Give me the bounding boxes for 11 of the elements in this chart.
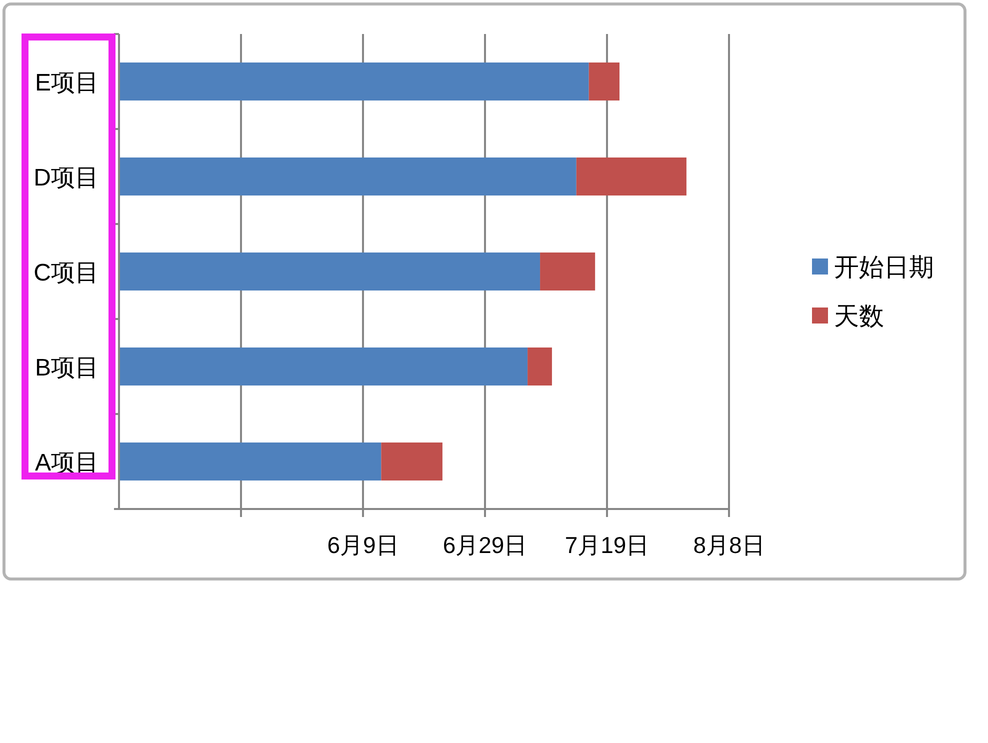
ref-line-label: 7月19日 [564,532,650,558]
ref-line-label: 8月8日 [693,532,765,558]
y-tick-label: E项目 [34,70,99,96]
legend-label: 天数 [834,302,884,330]
y-tick-label: B项目 [34,354,99,382]
ref-line-label: 6月9日 [327,532,399,558]
ref-line-label: 6月29日 [442,532,528,558]
y-tick-label: C项目 [34,260,99,286]
y-tick-label: D项目 [34,164,99,192]
y-tick-label: A项目 [34,450,99,476]
legend-label: 开始日期 [834,254,934,282]
